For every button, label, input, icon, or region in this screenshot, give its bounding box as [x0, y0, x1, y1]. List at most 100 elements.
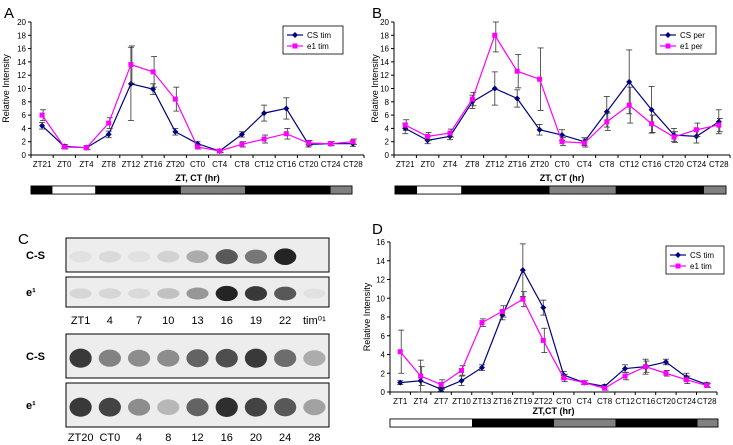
- legend: CS tim e1 tim: [282, 25, 344, 55]
- series-2: [39, 45, 357, 154]
- y-tick-label: 6: [385, 111, 390, 120]
- x-tick-label: ZT4: [79, 160, 94, 169]
- light-bar-segment: [410, 419, 432, 427]
- blot-band: [157, 399, 180, 415]
- y-tick-label: 0: [22, 151, 27, 160]
- y-tick-label: 20: [380, 18, 389, 27]
- light-bar-segment: [483, 186, 506, 194]
- x-tick-label: CT12: [615, 397, 635, 406]
- light-bar-segment: [417, 186, 440, 194]
- x-tick-label: CT24: [687, 160, 707, 169]
- blot-row: C-S: [26, 237, 330, 273]
- y-tick-label: 8: [22, 98, 27, 107]
- x-tick-label: CT12: [619, 160, 639, 169]
- light-bar-segment: [554, 419, 575, 427]
- blot-row-label: e¹: [26, 287, 36, 299]
- blot-band: [186, 287, 209, 300]
- x-tick-label: CT4: [577, 160, 593, 169]
- data-point-square: [61, 144, 67, 150]
- data-point-square: [418, 373, 424, 379]
- x-tick-label: CT4: [577, 397, 593, 406]
- light-bar-segment: [461, 186, 484, 194]
- data-point-square: [217, 148, 223, 154]
- blot-band: [69, 348, 92, 368]
- light-bar-segment: [656, 419, 678, 427]
- light-bar-segment: [287, 186, 310, 194]
- data-point-square: [499, 308, 505, 314]
- data-point-square: [195, 144, 200, 150]
- light-bar-segment: [549, 186, 572, 194]
- light-bar-segment: [527, 186, 550, 194]
- light-bar-segment: [330, 186, 353, 194]
- legend-entry: CS per: [680, 31, 705, 40]
- x-tick-label: ZT13: [473, 397, 492, 406]
- data-point-square: [239, 141, 245, 147]
- blot-lane-label: 22: [279, 315, 291, 327]
- light-bar-segment: [431, 419, 452, 427]
- blot-lane-label: 10: [162, 315, 174, 327]
- blot-lane-label: tim⁰¹: [303, 315, 326, 327]
- x-tick-label: CT20: [656, 397, 676, 406]
- blot-band: [244, 397, 268, 417]
- data-point-square: [261, 136, 267, 142]
- data-point-square: [537, 76, 543, 82]
- light-bar-segment: [571, 186, 594, 194]
- blot-band: [157, 349, 180, 367]
- light-bar-segment: [116, 186, 139, 194]
- y-tick-label: 2: [381, 369, 386, 378]
- data-point-diamond: [622, 365, 629, 372]
- panel-label-a: A: [4, 5, 14, 22]
- light-bar-segment: [505, 186, 528, 194]
- blot-lane-label: 20: [250, 432, 262, 444]
- light-bar-segment: [309, 186, 331, 194]
- y-tick-label: 10: [17, 85, 26, 94]
- light-bar-segment: [697, 419, 719, 427]
- data-point-square: [447, 130, 453, 136]
- legend-marker: [665, 43, 671, 49]
- x-tick-label: ZT0: [420, 160, 435, 169]
- x-tick-label: ZT20: [166, 160, 185, 169]
- y-tick-label: 4: [385, 124, 390, 133]
- data-point-square: [479, 320, 485, 326]
- y-tick-label: 18: [380, 31, 389, 40]
- legend-marker: [675, 252, 681, 258]
- data-point-diamond: [662, 359, 669, 365]
- x-tick-label: ZT7: [434, 397, 449, 406]
- blot-band: [98, 349, 121, 367]
- y-tick-label: 6: [22, 111, 27, 120]
- data-point-square: [128, 62, 134, 68]
- light-bar-segment: [245, 186, 267, 194]
- x-tick-label: CT28: [697, 397, 717, 406]
- series-line: [399, 298, 707, 389]
- blot-row: e¹: [26, 276, 330, 308]
- data-point-square: [328, 141, 334, 147]
- x-tick-label: ZT4: [443, 160, 458, 169]
- blot-band: [186, 398, 209, 417]
- light-bar-segment: [681, 186, 705, 194]
- legend-box: [655, 25, 717, 55]
- data-point-diamond: [478, 364, 485, 371]
- blot-band: [127, 349, 151, 367]
- data-point-diamond: [39, 122, 46, 129]
- y-tick-label: 2: [22, 138, 27, 147]
- data-point-diamond: [514, 95, 521, 102]
- light-bar-segment: [615, 186, 639, 194]
- blot-band: [186, 349, 209, 368]
- legend-entry: e1 tim: [690, 262, 712, 271]
- x-tick-label: CT8: [234, 160, 250, 169]
- data-point-diamond: [397, 379, 404, 386]
- x-axis-label: ZT,CT (hr): [533, 406, 575, 416]
- data-point-square: [561, 375, 567, 381]
- x-tick-label: CT20: [664, 160, 684, 169]
- blot-band: [274, 349, 297, 368]
- blot-lane-label: 16: [221, 315, 233, 327]
- light-bar-segment: [159, 186, 182, 194]
- blot-lane-label: 8: [165, 432, 171, 444]
- y-axis-label: Relative Intensity: [370, 54, 380, 123]
- x-tick-label: CT28: [343, 160, 363, 169]
- blot-band: [127, 398, 151, 416]
- y-tick-label: 10: [380, 85, 389, 94]
- light-bar-segment: [138, 186, 160, 194]
